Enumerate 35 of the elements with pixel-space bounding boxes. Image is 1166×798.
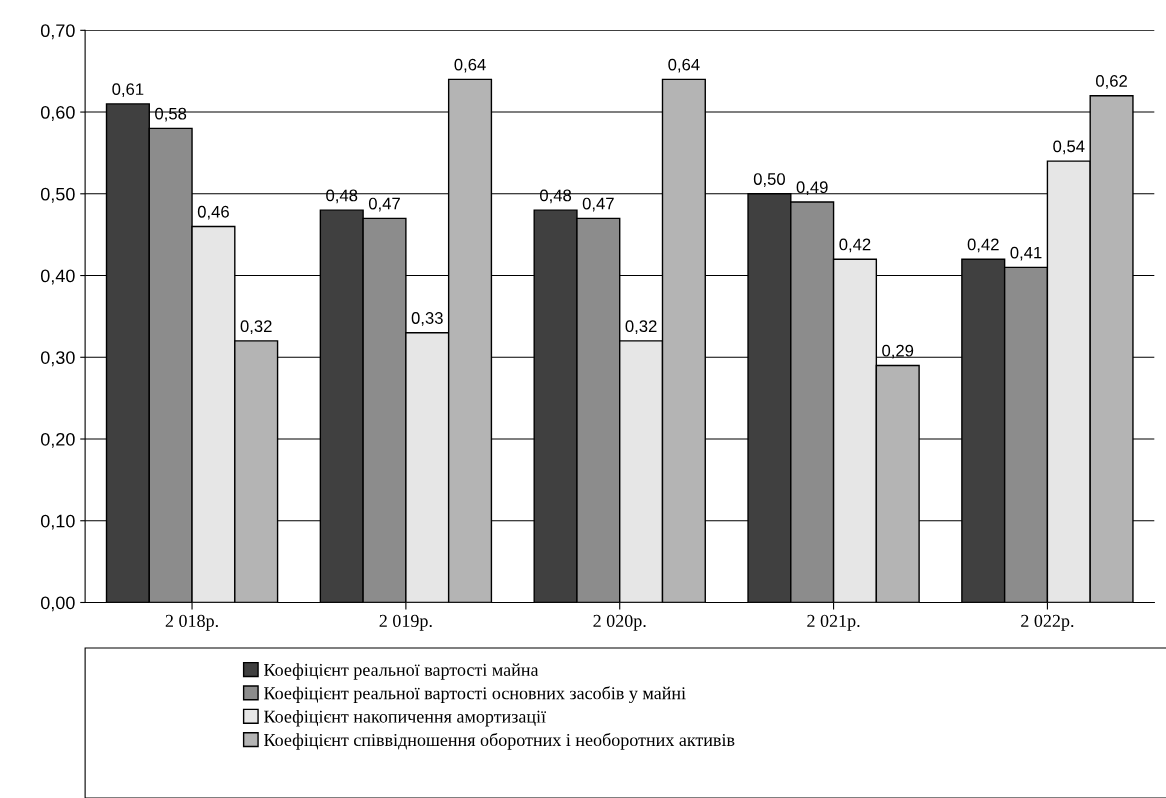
y-tick-label: 0,40 [40, 269, 75, 285]
data-label: 0,46 [197, 205, 229, 220]
y-tick-label: 0,50 [40, 187, 75, 203]
data-label: 0,32 [625, 320, 657, 335]
x-tick-label: 2 022р. [1021, 614, 1074, 631]
x-tick-label: 2 018р. [165, 614, 218, 631]
data-label: 0,41 [1010, 246, 1042, 261]
data-label: 0,49 [796, 181, 828, 196]
data-label: 0,61 [112, 83, 144, 98]
y-tick-label: 0,60 [40, 106, 75, 121]
data-label: 0,47 [368, 197, 400, 212]
y-tick-label: 0,70 [40, 24, 75, 40]
legend-label: Коефіцієнт реальної вартості майна [264, 663, 539, 680]
data-label: 0,29 [882, 344, 914, 359]
x-tick-label: 2 019р. [379, 614, 432, 631]
data-label: 0,47 [582, 197, 614, 212]
data-label: 0,50 [753, 173, 785, 187]
y-tick-label: 0,10 [40, 514, 75, 530]
data-label: 0,64 [668, 58, 700, 73]
data-label: 0,42 [839, 238, 871, 253]
data-label: 0,33 [411, 312, 443, 326]
data-label: 0,62 [1096, 75, 1127, 89]
y-tick-label: 0,00 [40, 596, 75, 612]
y-tick-label: 0,30 [40, 351, 75, 367]
data-label: 0,58 [155, 107, 187, 122]
data-label: 0,42 [967, 238, 999, 253]
legend-label: Коефіцієнт співвідношення оборотних і необоротних активів [264, 732, 735, 750]
data-label: 0,32 [240, 320, 272, 335]
legend-label: Коефіцієнт накопичення амортизації [264, 710, 547, 727]
y-tick-label: 0,20 [40, 432, 75, 448]
x-tick-label: 2 020р. [593, 614, 646, 631]
data-label: 0,54 [1053, 140, 1085, 155]
x-tick-label: 2 021р. [807, 614, 860, 631]
data-label: 0,64 [454, 58, 486, 73]
legend-label: Коефіцієнт реальної вартості основних засобів у майні [264, 686, 686, 704]
